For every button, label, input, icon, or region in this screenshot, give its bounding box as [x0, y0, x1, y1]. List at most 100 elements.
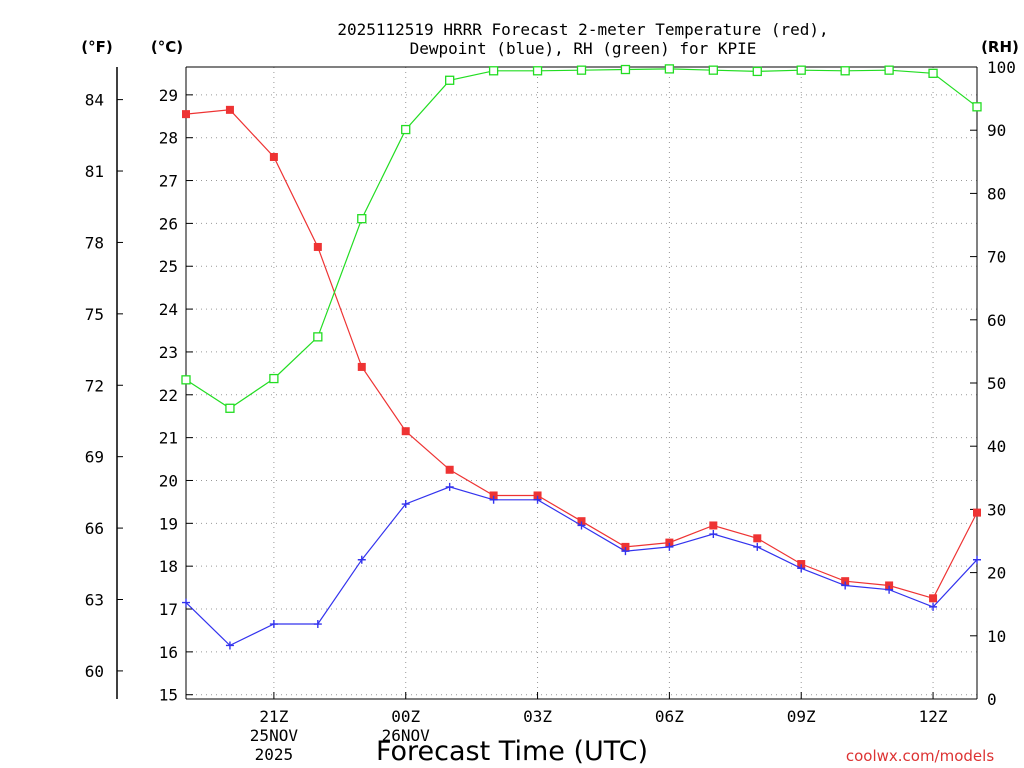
- fahrenheit-tick-label: 75: [85, 305, 104, 324]
- temperature-point: [929, 594, 938, 603]
- dewpoint-point: [357, 555, 366, 564]
- temperature-point: [621, 542, 630, 551]
- celsius-tick-label: 21: [159, 429, 178, 448]
- rh-point: [181, 375, 191, 385]
- temperature-point: [182, 110, 190, 119]
- rh-point: [445, 75, 455, 85]
- fahrenheit-tick-label: 60: [85, 662, 104, 681]
- celsius-tick-label: 20: [159, 471, 178, 490]
- temperature-point: [269, 152, 278, 161]
- temperature-point: [753, 534, 762, 543]
- x-axis-label: Forecast Time (UTC): [376, 736, 648, 767]
- chart-title-line1: 2025112519 HRRR Forecast 2-meter Tempera…: [337, 20, 828, 39]
- chart-title-line2: Dewpoint (blue), RH (green) for KPIE: [410, 39, 757, 58]
- celsius-tick-label: 18: [159, 557, 178, 576]
- dewpoint-point: [973, 555, 981, 564]
- temperature-point: [709, 521, 718, 530]
- rh-tick-label: 40: [987, 437, 1006, 456]
- rh-tick-label: 60: [987, 311, 1006, 330]
- dewpoint-point: [753, 542, 762, 551]
- rh-axis-unit: (RH): [981, 38, 1019, 56]
- fahrenheit-tick-label: 72: [85, 376, 104, 395]
- celsius-tick-label: 26: [159, 214, 178, 233]
- dewpoint-point: [225, 641, 234, 650]
- rh-point: [225, 403, 235, 413]
- celsius-tick-label: 17: [159, 600, 178, 619]
- rh-tick-label: 50: [987, 374, 1006, 393]
- rh-point: [488, 66, 499, 76]
- dewpoint-point: [401, 500, 410, 509]
- dewpoint-point: [885, 585, 894, 594]
- celsius-tick-label: 25: [159, 257, 178, 276]
- dewpoint-point: [445, 482, 454, 491]
- temperature-point: [357, 362, 366, 371]
- rh-point: [840, 66, 850, 76]
- rh-point: [796, 65, 806, 75]
- dewpoint-point: [797, 564, 806, 573]
- rh-point: [752, 66, 762, 77]
- temperature-point: [313, 242, 322, 251]
- fahrenheit-tick-label: 78: [85, 233, 104, 252]
- x-tick-date-label: 25NOV: [250, 726, 299, 745]
- rh-point: [620, 64, 631, 75]
- tick-labels: 15 16 17 18 19 20 21 22 23 24 25 26 27 28 29 60 63 66 69 72…: [85, 58, 1016, 764]
- fahrenheit-tick-label: 63: [85, 590, 104, 609]
- dewpoint-point: [489, 495, 498, 504]
- rh-tick-label: 0: [987, 690, 997, 709]
- celsius-tick-label: 28: [159, 129, 178, 148]
- dewpoint-point: [709, 530, 718, 539]
- fahrenheit-tick-label: 69: [85, 448, 104, 467]
- dewpoint-point: [841, 581, 850, 590]
- rh-tick-label: 20: [987, 564, 1006, 583]
- temperature-point: [445, 465, 454, 474]
- x-tick-label: 00Z: [391, 707, 420, 726]
- dewpoint-point: [577, 521, 586, 530]
- rh-point: [664, 64, 675, 74]
- celsius-tick-label: 22: [159, 386, 178, 405]
- x-tick-label: 12Z: [919, 707, 948, 726]
- temperature-point: [665, 538, 674, 547]
- x-tick-label: 21Z: [259, 707, 288, 726]
- rh-point: [357, 214, 367, 224]
- x-tick-label: 03Z: [523, 707, 552, 726]
- fahrenheit-tick-label: 81: [85, 162, 104, 181]
- temperature-point: [401, 427, 410, 436]
- rh-point: [532, 66, 543, 76]
- dewpoint-point: [929, 602, 938, 611]
- temperature-point: [841, 577, 850, 586]
- celsius-tick-label: 29: [159, 86, 178, 105]
- temperature-point: [225, 105, 234, 114]
- rh-point: [884, 65, 894, 75]
- rh-point: [576, 65, 587, 75]
- celsius-tick-label: 15: [159, 686, 178, 705]
- dewpoint-point: [533, 495, 542, 504]
- rh-point: [708, 65, 718, 75]
- temperature-point: [577, 517, 586, 526]
- rh-point: [313, 332, 323, 342]
- celsius-tick-label: 24: [159, 300, 178, 319]
- rh-tick-label: 10: [987, 627, 1006, 646]
- rh-point: [928, 68, 938, 78]
- dewpoint-point: [665, 542, 674, 551]
- rh-point: [269, 373, 279, 384]
- rh-tick-label: 30: [987, 500, 1006, 519]
- dewpoint-point: [182, 598, 190, 607]
- temperature-point: [973, 508, 981, 517]
- temperature-point: [533, 491, 542, 500]
- dewpoint-point: [621, 547, 630, 556]
- watermark-text: coolwx.com/models: [846, 747, 994, 765]
- fahrenheit-tick-label: 66: [85, 519, 104, 538]
- celsius-tick-label: 16: [159, 643, 178, 662]
- rh-tick-label: 90: [987, 121, 1006, 140]
- x-tick-year-label: 2025: [255, 745, 294, 764]
- celsius-axis-unit: (°C): [151, 38, 183, 56]
- rh-point: [401, 124, 411, 135]
- rh-tick-label: 100: [987, 58, 1016, 77]
- celsius-tick-label: 23: [159, 343, 178, 362]
- rh-tick-label: 80: [987, 184, 1006, 203]
- celsius-tick-label: 27: [159, 172, 178, 191]
- x-tick-label: 09Z: [787, 707, 816, 726]
- rh-tick-label: 70: [987, 248, 1006, 267]
